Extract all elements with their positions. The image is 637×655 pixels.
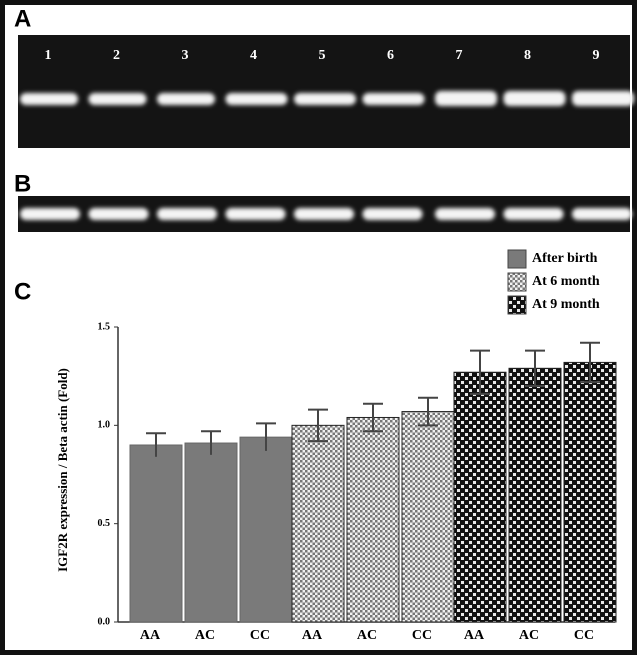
- legend-swatch: [508, 250, 526, 268]
- band: [363, 93, 425, 105]
- x-tick-label: AA: [464, 628, 485, 643]
- legend-swatch: [508, 273, 526, 291]
- x-tick-label: AC: [357, 628, 377, 643]
- y-tick-label: 0.0: [98, 616, 111, 627]
- x-tick-label: CC: [250, 628, 270, 643]
- x-tick-label: AA: [302, 628, 323, 643]
- band: [89, 93, 147, 105]
- panel-label: C: [14, 278, 31, 305]
- bar: [454, 372, 506, 622]
- legend-label: After birth: [532, 251, 598, 266]
- band: [572, 208, 632, 220]
- band: [294, 208, 354, 220]
- y-tick-label: 1.5: [98, 321, 111, 332]
- bar: [347, 417, 399, 622]
- lane-label: 2: [113, 48, 120, 63]
- lane-label: 8: [524, 48, 531, 63]
- band: [435, 208, 495, 220]
- band: [89, 208, 149, 220]
- bar: [240, 437, 292, 622]
- band: [157, 93, 215, 105]
- band: [226, 208, 286, 220]
- band: [363, 208, 423, 220]
- x-tick-label: AC: [195, 628, 215, 643]
- lane-label: 3: [182, 48, 189, 63]
- band: [20, 208, 80, 220]
- figure: A B C IGF2R expression / Beta actin (Fol…: [0, 0, 637, 655]
- legend-swatch: [508, 296, 526, 314]
- bar: [292, 425, 344, 622]
- lane-label: 1: [45, 48, 52, 63]
- lane-label: 4: [250, 48, 257, 63]
- bar: [130, 445, 182, 622]
- bar: [402, 412, 454, 622]
- lane-label: 6: [387, 48, 394, 63]
- x-tick-label: AC: [519, 628, 539, 643]
- band: [435, 91, 497, 106]
- band: [504, 208, 564, 220]
- x-tick-label: AA: [140, 628, 161, 643]
- band: [157, 208, 217, 220]
- lane-label: 9: [593, 48, 600, 63]
- legend-label: At 9 month: [532, 297, 600, 312]
- lane-label: 5: [319, 48, 326, 63]
- panel-label: B: [14, 170, 31, 197]
- legend-label: At 6 month: [532, 274, 600, 289]
- band: [226, 93, 288, 105]
- lane-label: 7: [456, 48, 463, 63]
- band: [504, 91, 566, 106]
- y-tick-label: 0.5: [98, 518, 111, 529]
- y-axis-label: IGF2R expression / Beta actin (Fold): [55, 368, 70, 572]
- y-tick-label: 1.0: [98, 420, 111, 431]
- band: [20, 93, 78, 105]
- panel-label: A: [14, 5, 31, 32]
- bar: [185, 443, 237, 622]
- band: [294, 93, 356, 105]
- x-tick-label: CC: [412, 628, 432, 643]
- x-tick-label: CC: [574, 628, 594, 643]
- band: [572, 91, 634, 106]
- bar: [564, 362, 616, 622]
- bar: [509, 368, 561, 622]
